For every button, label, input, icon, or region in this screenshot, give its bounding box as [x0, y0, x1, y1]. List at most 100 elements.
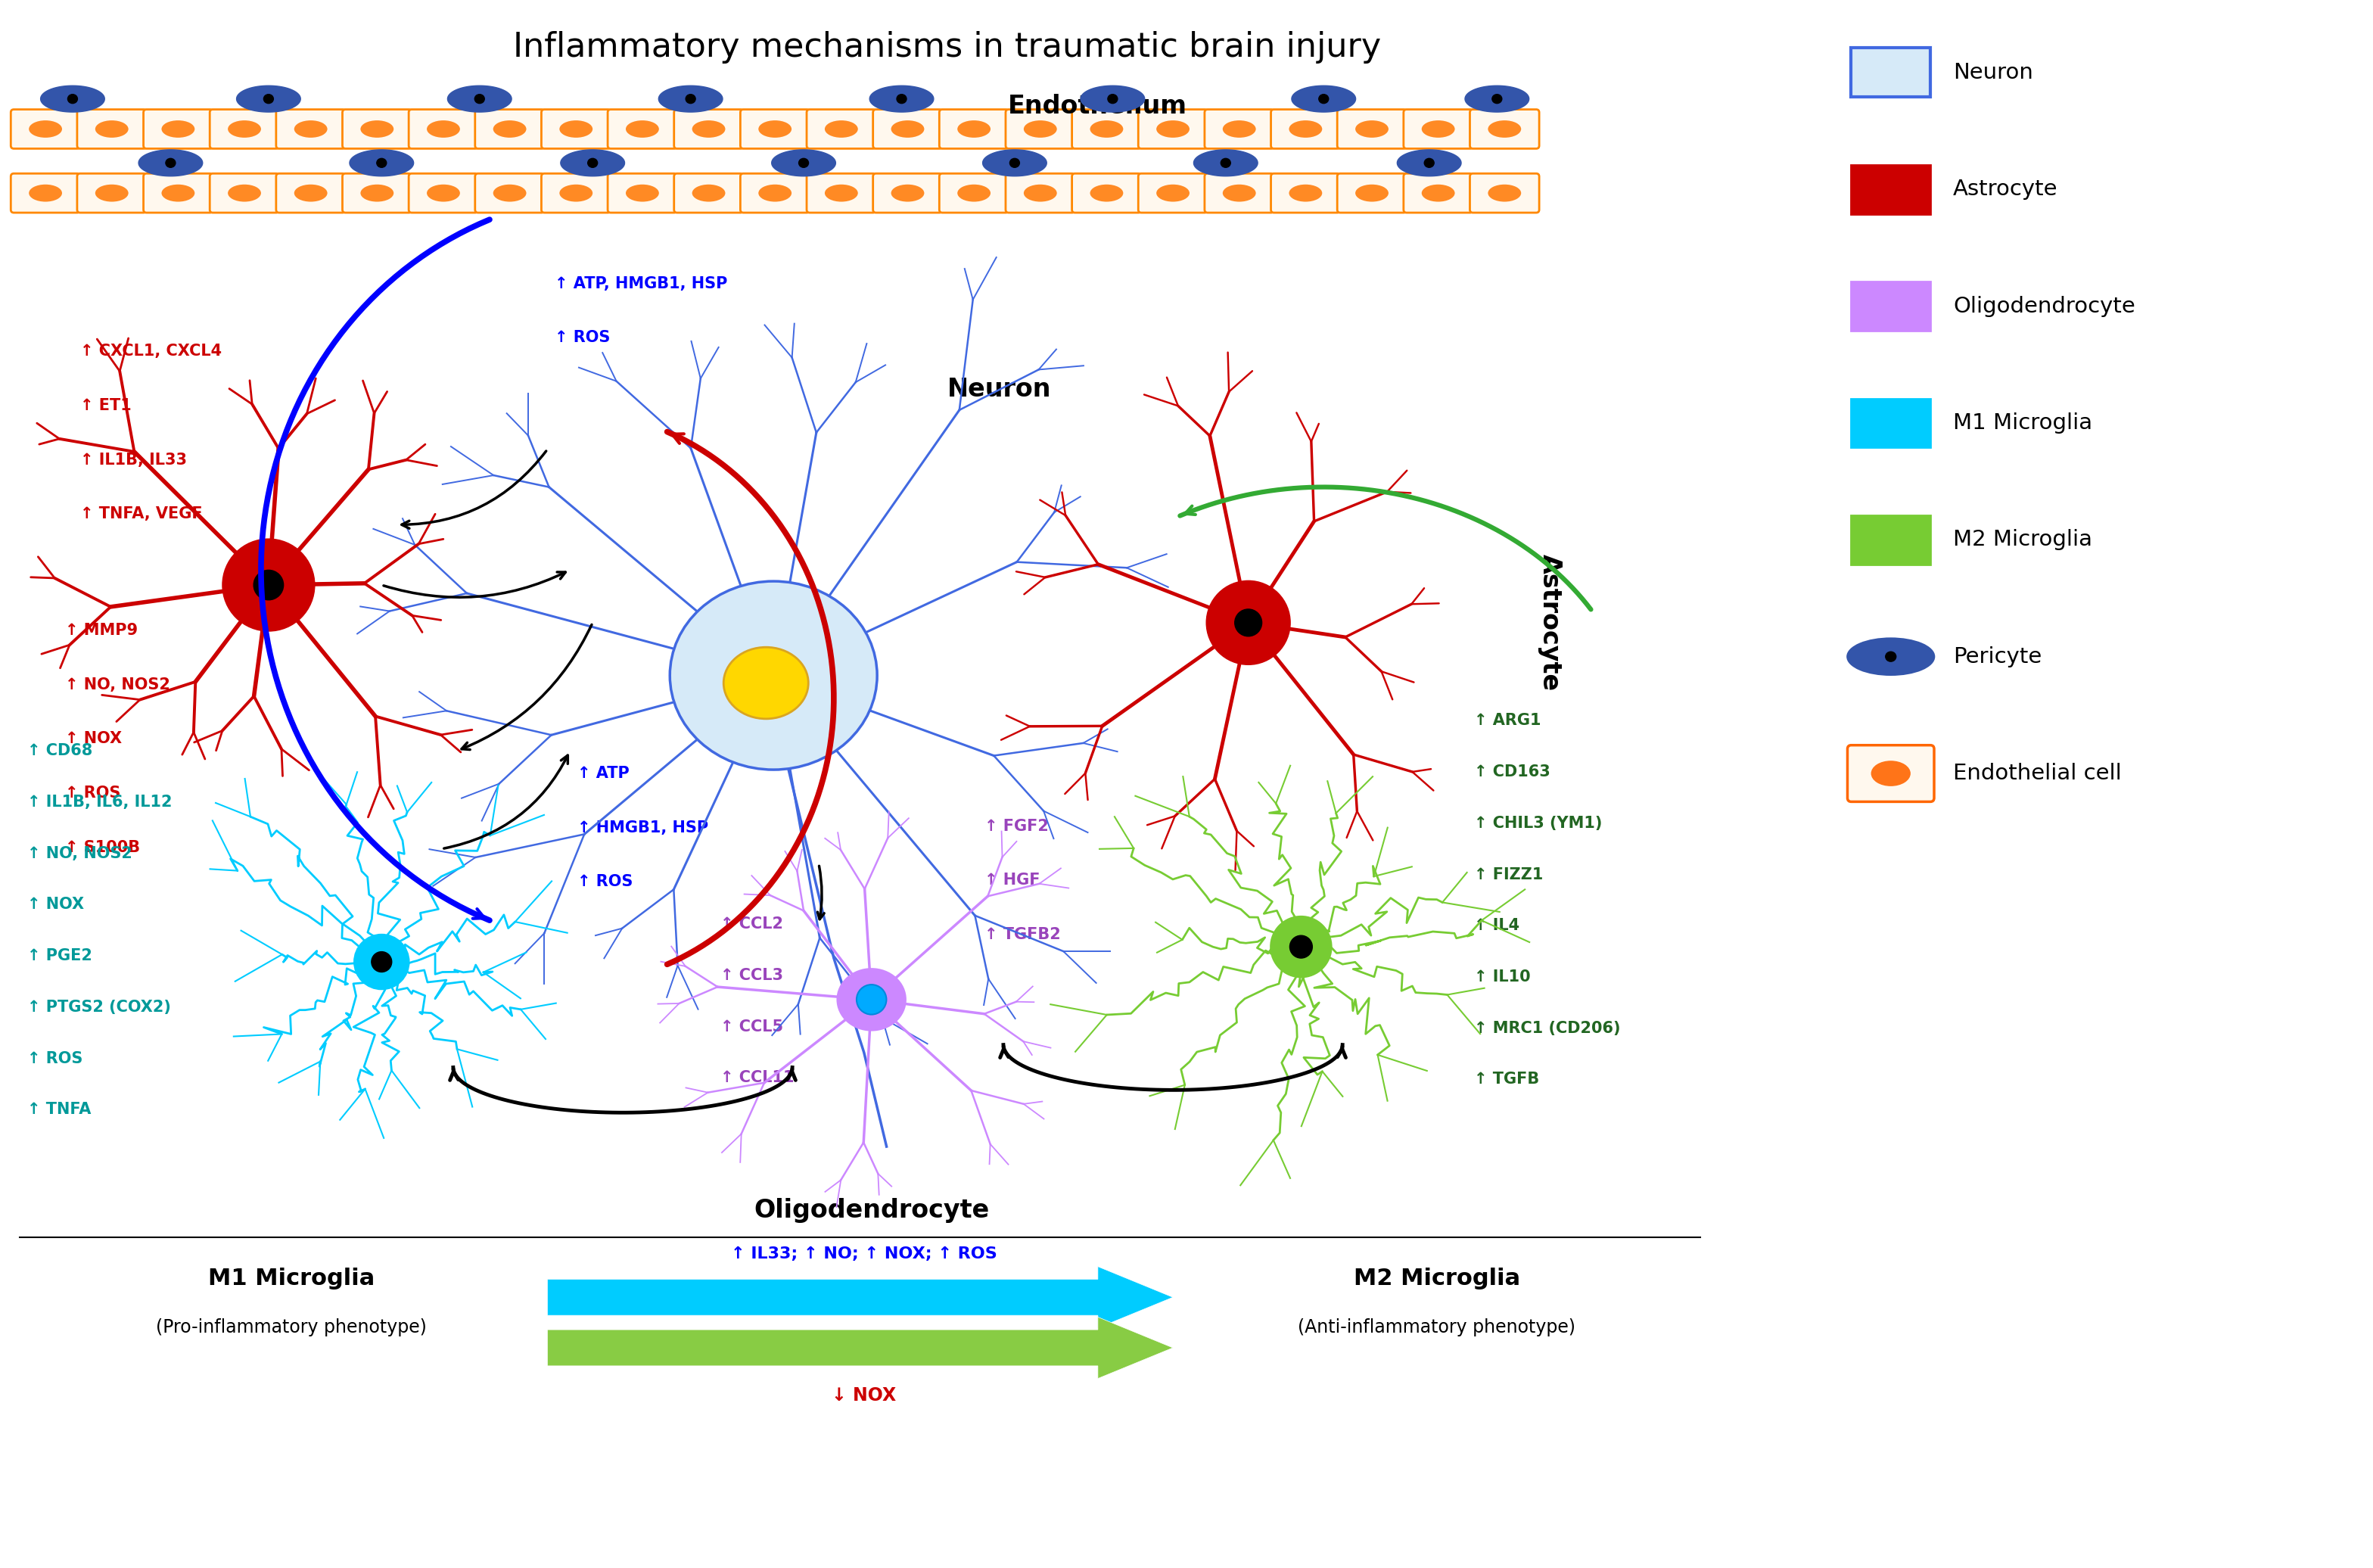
FancyBboxPatch shape: [1073, 110, 1141, 149]
Ellipse shape: [494, 121, 527, 138]
Ellipse shape: [354, 935, 408, 989]
FancyBboxPatch shape: [674, 110, 743, 149]
FancyBboxPatch shape: [740, 110, 809, 149]
FancyBboxPatch shape: [275, 174, 346, 213]
Text: Astrocyte: Astrocyte: [1538, 554, 1561, 691]
Ellipse shape: [361, 121, 394, 138]
Ellipse shape: [857, 985, 888, 1014]
Ellipse shape: [560, 121, 593, 138]
Text: Pericyte: Pericyte: [1953, 646, 2041, 668]
FancyBboxPatch shape: [1073, 174, 1141, 213]
Ellipse shape: [1488, 185, 1521, 202]
FancyBboxPatch shape: [475, 110, 543, 149]
FancyBboxPatch shape: [541, 110, 610, 149]
Polygon shape: [869, 86, 933, 111]
Text: ↑ ROS: ↑ ROS: [64, 786, 121, 801]
Ellipse shape: [1234, 608, 1262, 637]
Text: Inflammatory mechanisms in traumatic brain injury: Inflammatory mechanisms in traumatic bra…: [513, 31, 1381, 64]
Ellipse shape: [427, 121, 460, 138]
Ellipse shape: [838, 969, 906, 1030]
FancyBboxPatch shape: [873, 110, 942, 149]
Text: ↑ IL10: ↑ IL10: [1474, 969, 1531, 985]
Ellipse shape: [1220, 158, 1232, 168]
FancyBboxPatch shape: [541, 174, 610, 213]
Ellipse shape: [1493, 94, 1502, 103]
Ellipse shape: [1846, 638, 1934, 674]
Ellipse shape: [724, 648, 809, 718]
Polygon shape: [349, 151, 413, 176]
Ellipse shape: [228, 185, 261, 202]
Text: ↑ S100B: ↑ S100B: [64, 840, 140, 855]
Text: ↑ ET1: ↑ ET1: [81, 398, 131, 414]
Text: ↑ PGE2: ↑ PGE2: [28, 949, 93, 963]
Text: ↑ TNFA, VEGF: ↑ TNFA, VEGF: [81, 506, 202, 522]
Ellipse shape: [589, 158, 598, 168]
FancyBboxPatch shape: [1139, 110, 1208, 149]
Text: ↑ PTGS2 (COX2): ↑ PTGS2 (COX2): [28, 999, 171, 1014]
Ellipse shape: [1156, 121, 1189, 138]
FancyBboxPatch shape: [1338, 110, 1407, 149]
Ellipse shape: [69, 94, 78, 103]
Text: ↑ TGFB2: ↑ TGFB2: [985, 927, 1061, 942]
Polygon shape: [560, 151, 624, 176]
FancyBboxPatch shape: [1851, 165, 1929, 213]
Text: ↑ CCL3: ↑ CCL3: [721, 967, 783, 983]
Ellipse shape: [669, 582, 878, 770]
Ellipse shape: [28, 121, 62, 138]
Ellipse shape: [759, 185, 793, 202]
Text: ↑ CD68: ↑ CD68: [28, 743, 93, 759]
FancyBboxPatch shape: [1402, 174, 1474, 213]
Text: ↑ CD163: ↑ CD163: [1474, 764, 1550, 779]
Text: ↑ NOX: ↑ NOX: [64, 731, 121, 746]
Ellipse shape: [1355, 121, 1388, 138]
Text: ↑ IL1B, IL6, IL12: ↑ IL1B, IL6, IL12: [28, 795, 173, 809]
Polygon shape: [1194, 151, 1258, 176]
FancyBboxPatch shape: [1402, 110, 1474, 149]
FancyBboxPatch shape: [1338, 174, 1407, 213]
Ellipse shape: [1023, 121, 1056, 138]
Text: ↑ FGF2: ↑ FGF2: [985, 818, 1049, 834]
Ellipse shape: [1870, 760, 1910, 786]
Ellipse shape: [95, 185, 128, 202]
Ellipse shape: [1488, 121, 1521, 138]
FancyBboxPatch shape: [1469, 174, 1540, 213]
FancyBboxPatch shape: [607, 110, 676, 149]
Text: ↑ NO, NOS2: ↑ NO, NOS2: [28, 845, 133, 861]
FancyBboxPatch shape: [607, 174, 676, 213]
FancyBboxPatch shape: [142, 110, 214, 149]
Text: (Anti-inflammatory phenotype): (Anti-inflammatory phenotype): [1298, 1319, 1576, 1336]
Text: ↑ ROS: ↑ ROS: [28, 1051, 83, 1066]
Ellipse shape: [1424, 158, 1433, 168]
Text: ↑ MRC1 (CD206): ↑ MRC1 (CD206): [1474, 1021, 1621, 1036]
Ellipse shape: [1156, 185, 1189, 202]
FancyBboxPatch shape: [142, 174, 214, 213]
FancyBboxPatch shape: [1205, 110, 1274, 149]
Ellipse shape: [759, 121, 793, 138]
Ellipse shape: [826, 185, 859, 202]
Text: ↑ CCL11: ↑ CCL11: [721, 1071, 795, 1085]
Text: ↑ CCL2: ↑ CCL2: [721, 917, 783, 931]
Ellipse shape: [254, 571, 282, 601]
Text: Neuron: Neuron: [947, 376, 1051, 401]
Ellipse shape: [1421, 121, 1455, 138]
Ellipse shape: [161, 185, 195, 202]
Ellipse shape: [1222, 121, 1255, 138]
Ellipse shape: [263, 94, 273, 103]
Ellipse shape: [1421, 185, 1455, 202]
Ellipse shape: [294, 185, 327, 202]
Text: ↑ CHIL3 (YM1): ↑ CHIL3 (YM1): [1474, 815, 1602, 831]
Polygon shape: [1291, 86, 1355, 111]
Text: ↑ FIZZ1: ↑ FIZZ1: [1474, 867, 1542, 883]
Text: ↑ HGF: ↑ HGF: [985, 873, 1039, 887]
Ellipse shape: [693, 121, 726, 138]
Ellipse shape: [1289, 121, 1322, 138]
Ellipse shape: [626, 185, 660, 202]
Ellipse shape: [892, 185, 923, 202]
Polygon shape: [660, 86, 724, 111]
Ellipse shape: [1272, 917, 1331, 977]
FancyBboxPatch shape: [1139, 174, 1208, 213]
FancyBboxPatch shape: [12, 110, 81, 149]
Ellipse shape: [956, 185, 990, 202]
FancyArrow shape: [548, 1317, 1172, 1378]
FancyBboxPatch shape: [275, 110, 346, 149]
